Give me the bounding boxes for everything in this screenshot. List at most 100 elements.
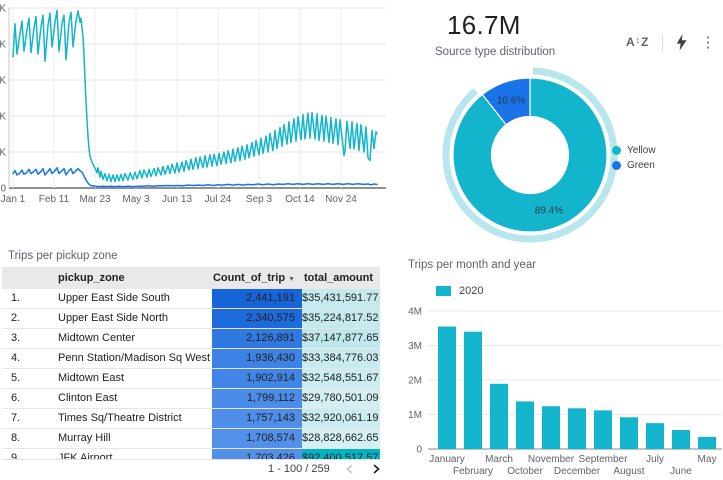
trips-per-month-bar-chart[interactable]: 0 1M 2M 3M 4M JanuaryFebruaryMarchOctoberNove… bbox=[392, 300, 723, 478]
donut-chart-title: Source type distribution bbox=[435, 46, 556, 58]
svg-text:May 3: May 3 bbox=[122, 194, 150, 205]
bar-november[interactable] bbox=[542, 406, 560, 449]
svg-text:K: K bbox=[0, 148, 6, 159]
legend-label: Yellow bbox=[627, 145, 656, 156]
cell-pickup-zone: Midtown Center bbox=[58, 332, 136, 344]
next-page-icon[interactable] bbox=[370, 463, 382, 475]
pickup-zone-table: pickup_zone Count_of_trip ▼ total_amount … bbox=[2, 267, 380, 460]
cell-count-of-trip: 1,799,112 bbox=[212, 389, 302, 408]
bar-january[interactable] bbox=[438, 326, 456, 449]
cell-count-of-trip: 2,441,191 bbox=[212, 289, 302, 308]
bar-october[interactable] bbox=[516, 401, 534, 449]
bars bbox=[438, 326, 716, 449]
cell-row-number: 2. bbox=[11, 312, 21, 324]
sort-az-icon[interactable]: A ↕ Z bbox=[626, 35, 649, 49]
lightning-icon[interactable] bbox=[676, 33, 688, 51]
donut-slice-green[interactable] bbox=[481, 77, 531, 126]
table-row[interactable]: 2. Upper East Side North 2,340,575 $35,224,… bbox=[2, 309, 380, 329]
table-header-row: pickup_zone Count_of_trip ▼ total_amount bbox=[2, 267, 380, 289]
donut-slice-yellow[interactable] bbox=[452, 77, 608, 233]
svg-text:July: July bbox=[646, 454, 664, 465]
table-row[interactable]: 6. Clinton East 1,799,112 $29,780,501.09 bbox=[2, 389, 380, 409]
cell-pickup-zone: Penn Station/Madison Sq West bbox=[58, 352, 211, 364]
cell-row-number: 4. bbox=[11, 352, 21, 364]
cell-count-of-trip: 1,708,574 bbox=[212, 429, 302, 448]
bar-chart-legend[interactable]: 2020 bbox=[436, 285, 483, 297]
table-row[interactable]: 1. Upper East Side South 2,441,191 $35,431,… bbox=[2, 289, 380, 309]
series-green[interactable] bbox=[12, 167, 378, 188]
source-type-donut-chart[interactable]: 89.4% 10.6% bbox=[390, 58, 723, 244]
svg-text:Nov 24: Nov 24 bbox=[325, 194, 357, 205]
header-count-of-trip[interactable]: Count_of_trip ▼ bbox=[212, 272, 295, 284]
svg-text:2M: 2M bbox=[408, 376, 422, 387]
cell-row-number: 1. bbox=[11, 292, 21, 304]
cell-row-number: 6. bbox=[11, 392, 21, 404]
sort-desc-icon: ▼ bbox=[288, 276, 295, 283]
bar-february[interactable] bbox=[464, 331, 482, 449]
cell-count-of-trip: 1,703,426 bbox=[212, 449, 302, 459]
svg-text:October: October bbox=[507, 466, 543, 477]
pagination-range: 1 - 100 / 259 bbox=[268, 463, 330, 475]
svg-text:K: K bbox=[0, 40, 6, 51]
slice-percent-label: 89.4% bbox=[535, 205, 563, 216]
cell-pickup-zone: Murray Hill bbox=[58, 432, 111, 444]
cell-total-amount: $35,224,817.52 bbox=[302, 309, 380, 328]
bar-march[interactable] bbox=[490, 383, 508, 449]
daily-trips-line-chart[interactable]: 0 K K K K K Jan 1 Feb 11 Mar 23 May 3 Jun 13 Jul 24… bbox=[0, 0, 390, 212]
y-gridlines: 0 K K K K K bbox=[0, 4, 386, 195]
svg-text:Jan 1: Jan 1 bbox=[1, 194, 26, 205]
bar-june[interactable] bbox=[672, 430, 690, 449]
table-row[interactable]: 8. Murray Hill 1,708,574 $28,828,662.65 bbox=[2, 429, 380, 449]
bar-september[interactable] bbox=[594, 410, 612, 449]
chart-toolbar: A ↕ Z ⋮ bbox=[626, 32, 716, 52]
table-pagination: 1 - 100 / 259 bbox=[268, 461, 382, 477]
table-row[interactable]: 9. JFK Airport 1,703,426 $92,400,517.57 bbox=[2, 449, 380, 459]
bar-july[interactable] bbox=[646, 423, 664, 449]
cell-total-amount: $28,828,662.65 bbox=[302, 429, 380, 448]
previous-page-icon[interactable] bbox=[344, 463, 356, 475]
svg-text:November: November bbox=[528, 454, 575, 465]
table-row[interactable]: 7. Times Sq/Theatre District 1,757,143 $32,… bbox=[2, 409, 380, 429]
svg-text:1M: 1M bbox=[408, 410, 422, 421]
more-vertical-icon[interactable]: ⋮ bbox=[700, 33, 716, 51]
cell-row-number: 8. bbox=[11, 432, 21, 444]
cell-pickup-zone: Clinton East bbox=[58, 392, 118, 404]
table-row[interactable]: 3. Midtown Center 2,126,891 $37,147,877.65 bbox=[2, 329, 380, 349]
svg-text:K: K bbox=[0, 76, 6, 87]
bar-august[interactable] bbox=[620, 417, 638, 449]
svg-text:December: December bbox=[554, 466, 601, 477]
bar-may[interactable] bbox=[698, 436, 716, 449]
cell-total-amount: $32,920,061.19 bbox=[302, 409, 380, 428]
series-yellow[interactable] bbox=[12, 9, 378, 183]
table-row[interactable]: 4. Penn Station/Madison Sq West 1,936,430 $… bbox=[2, 349, 380, 369]
svg-text:January: January bbox=[429, 454, 465, 465]
cell-pickup-zone: Midtown East bbox=[58, 372, 125, 384]
legend-dot-yellow bbox=[612, 146, 621, 155]
svg-text:Oct 14: Oct 14 bbox=[285, 194, 315, 205]
cell-row-number: 7. bbox=[11, 412, 21, 424]
bar-december[interactable] bbox=[568, 408, 586, 449]
svg-text:4M: 4M bbox=[408, 307, 422, 318]
cell-total-amount: $32,548,551.67 bbox=[302, 369, 380, 388]
legend-item-green[interactable]: Green bbox=[612, 160, 656, 171]
svg-text:Mar 23: Mar 23 bbox=[79, 194, 111, 205]
svg-text:Jul 24: Jul 24 bbox=[205, 194, 232, 205]
svg-text:0: 0 bbox=[0, 184, 6, 195]
legend-label: Green bbox=[627, 160, 655, 171]
slice-percent-label: 10.6% bbox=[497, 96, 525, 107]
cell-total-amount: $92,400,517.57 bbox=[302, 449, 380, 459]
table-row[interactable]: 5. Midtown East 1,902,914 $32,548,551.67 bbox=[2, 369, 380, 389]
table-title: Trips per pickup zone bbox=[8, 250, 118, 262]
table-body: 1. Upper East Side South 2,441,191 $35,431,… bbox=[2, 289, 380, 460]
svg-text:August: August bbox=[613, 466, 644, 477]
svg-text:0: 0 bbox=[416, 445, 422, 456]
svg-text:September: September bbox=[579, 454, 629, 465]
header-total-amount[interactable]: total_amount bbox=[303, 272, 373, 284]
legend-item-yellow[interactable]: Yellow bbox=[612, 145, 656, 156]
cell-pickup-zone: Upper East Side South bbox=[58, 292, 170, 304]
svg-text:K: K bbox=[0, 4, 6, 15]
svg-text:June: June bbox=[670, 466, 692, 477]
legend-label: 2020 bbox=[459, 285, 484, 297]
header-pickup-zone[interactable]: pickup_zone bbox=[58, 272, 125, 284]
